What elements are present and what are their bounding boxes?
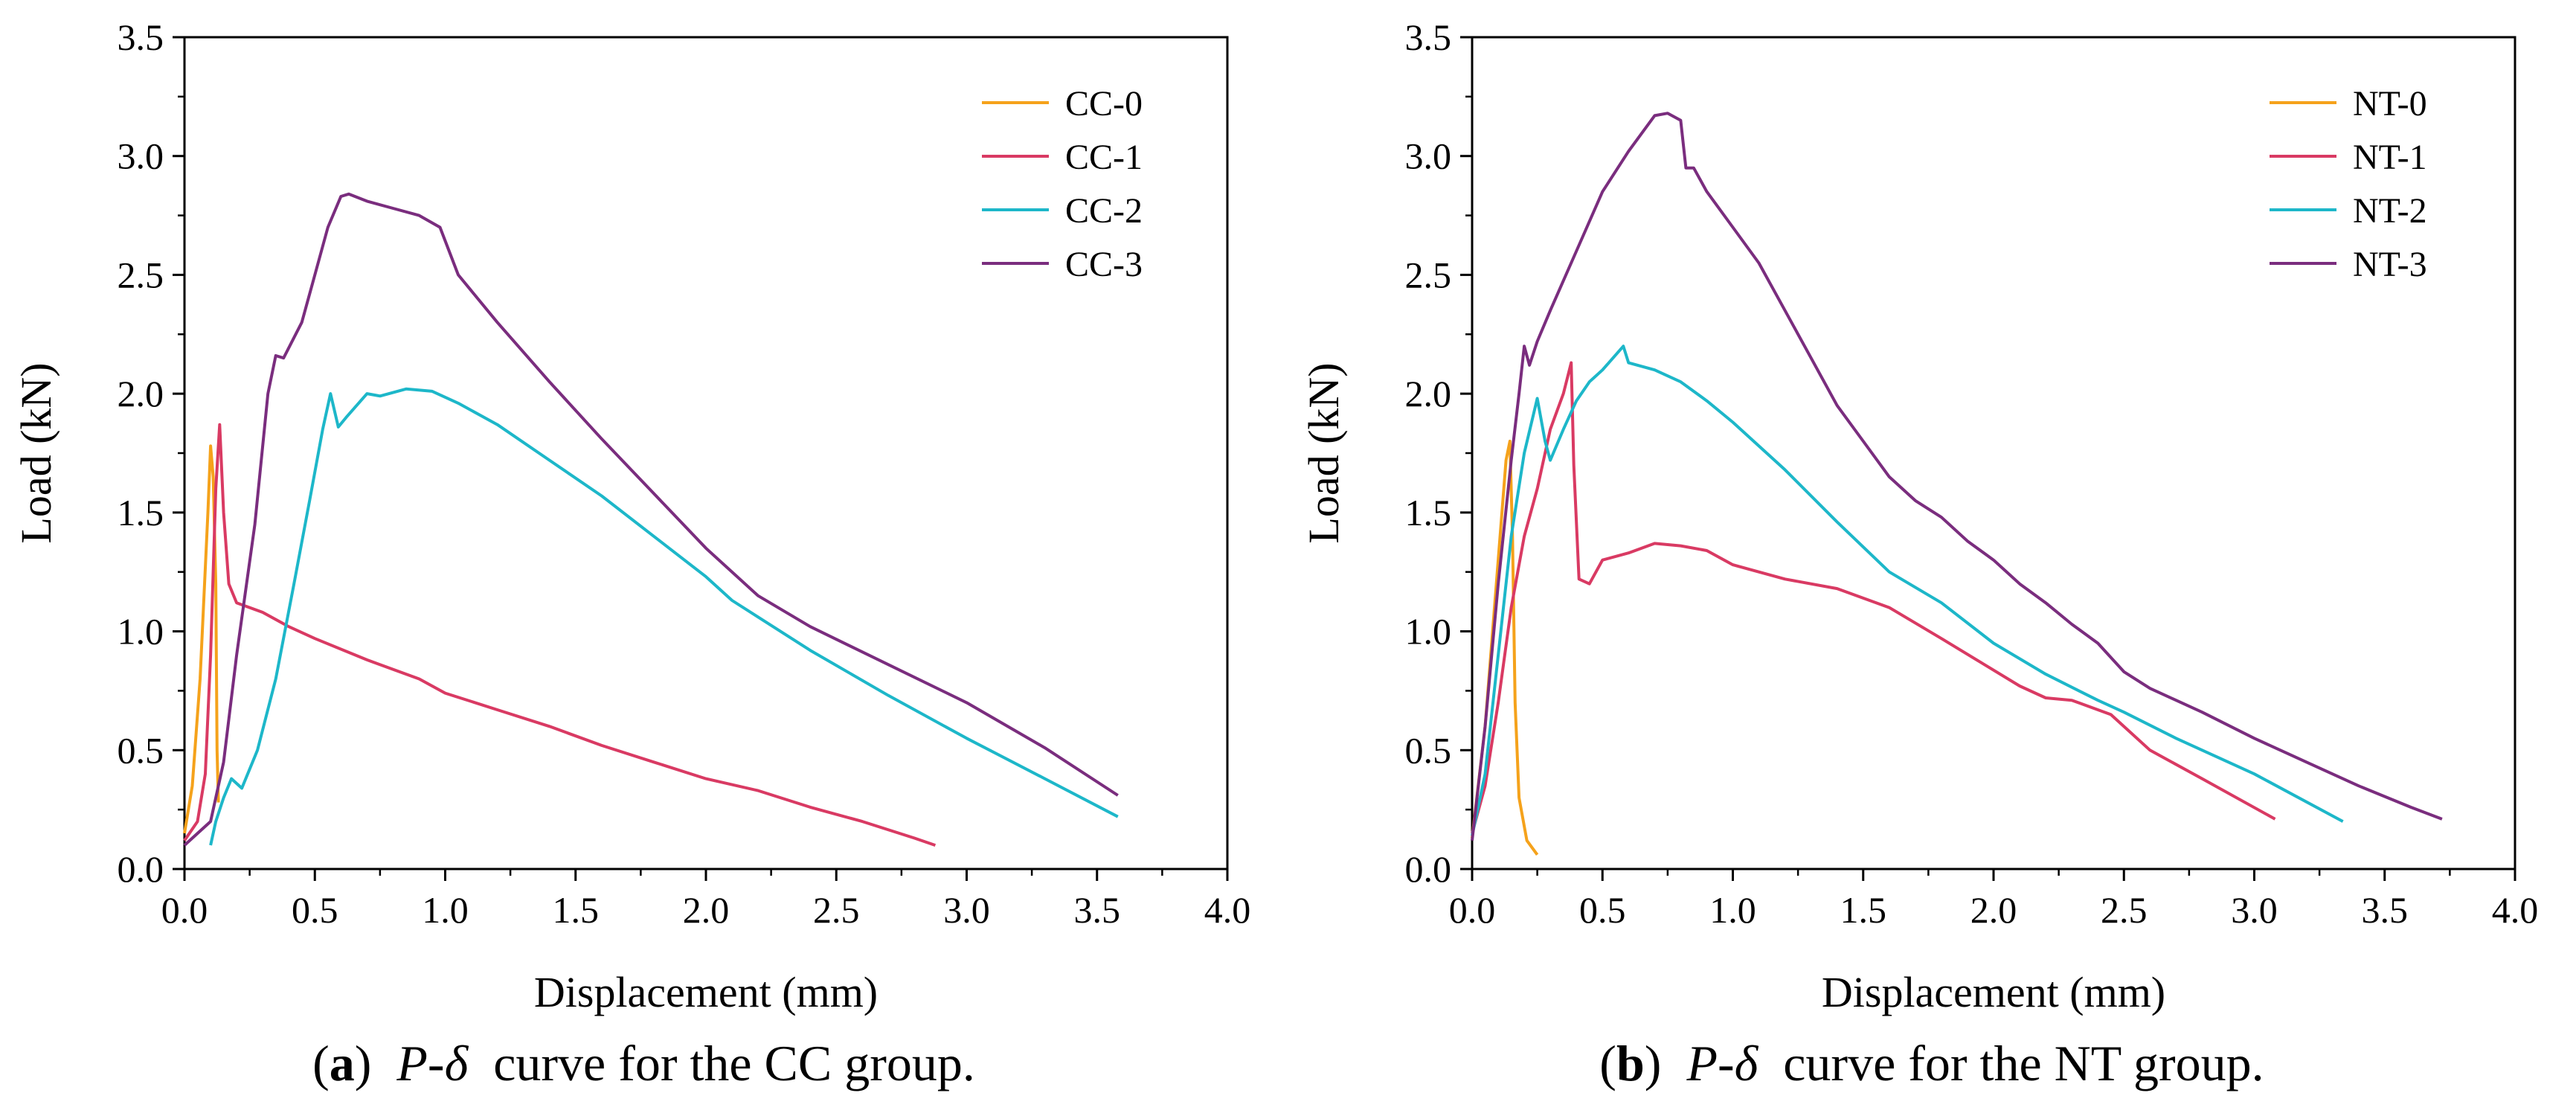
series-line-cc-0: [183, 444, 220, 834]
caption-a: (a) P-δ curve for the CC group.: [312, 1035, 975, 1091]
series-line-cc-3: [183, 192, 1119, 847]
x-tick-label: 2.0: [1970, 889, 2017, 931]
y-tick-label: 3.0: [118, 135, 164, 177]
x-tick-label: 4.0: [1204, 889, 1251, 931]
x-tick-label: 2.5: [2101, 889, 2148, 931]
x-tick-label: 3.5: [1074, 889, 1121, 931]
y-tick-label: 3.0: [1405, 135, 1452, 177]
y-axis-title: Load (kN): [1300, 362, 1348, 543]
x-axis-title: Displacement (mm): [1822, 968, 2165, 1016]
y-tick-label: 2.5: [1405, 254, 1452, 295]
y-axis-title: Load (kN): [12, 362, 60, 543]
caption-letter: b: [1616, 1035, 1645, 1091]
legend-label: CC-1: [1065, 138, 1143, 177]
x-tick-label: 1.5: [553, 889, 600, 931]
y-tick-label: 1.5: [118, 492, 164, 533]
y-tick-label: 2.0: [1405, 373, 1452, 414]
legend-label: NT-2: [2353, 191, 2427, 231]
y-tick-label: 1.0: [118, 611, 164, 653]
y-tick-label: 0.0: [1405, 848, 1452, 890]
x-tick-label: 1.5: [1840, 889, 1887, 931]
legend-label: NT-3: [2353, 245, 2427, 284]
x-tick-label: 3.5: [2362, 889, 2409, 931]
x-tick-label: 0.5: [292, 889, 338, 931]
caption-letter: a: [329, 1035, 355, 1091]
y-tick-label: 1.5: [1405, 492, 1452, 533]
legend-label: CC-2: [1065, 191, 1143, 231]
x-tick-label: 1.0: [1709, 889, 1756, 931]
x-tick-label: 3.0: [943, 889, 990, 931]
legend-label: CC-3: [1065, 245, 1143, 284]
chart-cc-group: 0.0 0.5 1.0 1.5 2.0 2.5 3.0 3.5 4.0 0.0 0.5 1.0 1.5 2…: [12, 16, 1251, 1016]
y-tick-label: 1.0: [1405, 611, 1452, 653]
x-tick-label: 0.5: [1579, 889, 1626, 931]
y-tick-label: 0.5: [118, 729, 164, 771]
y-tick-label: 0.0: [118, 848, 164, 890]
x-tick-label: 2.5: [813, 889, 860, 931]
series-line-nt-3: [1471, 112, 2443, 841]
panel-a: 0.0 0.5 1.0 1.5 2.0 2.5 3.0 3.5 4.0 0.0 0.5 1.0 1.5 2…: [12, 16, 1251, 1091]
y-tick-label: 3.5: [118, 16, 164, 58]
y-tick-label: 0.5: [1405, 729, 1452, 771]
chart-nt-group: 0.0 0.5 1.0 1.5 2.0 2.5 3.0 3.5 4.0 0.0 0.5 1.0 1.5 2…: [1300, 16, 2539, 1016]
x-tick-label: 3.0: [2231, 889, 2278, 931]
y-tick-label: 3.5: [1405, 16, 1452, 58]
x-tick-label: 0.0: [1449, 889, 1496, 931]
caption-text: curve for the NT group.: [1783, 1035, 2264, 1091]
series-line-cc-1: [183, 423, 937, 847]
caption-b: (b) P-δ curve for the NT group.: [1599, 1035, 2264, 1091]
legend-label: NT-0: [2353, 84, 2427, 124]
legend-label: NT-1: [2353, 138, 2427, 177]
x-tick-label: 0.0: [161, 889, 208, 931]
panel-b: 0.0 0.5 1.0 1.5 2.0 2.5 3.0 3.5 4.0 0.0 0.5 1.0 1.5 2…: [1288, 0, 2576, 1119]
legend-label: CC-0: [1065, 84, 1143, 124]
y-tick-label: 2.0: [118, 373, 164, 414]
series-line-cc-2: [209, 387, 1119, 846]
x-tick-label: 2.0: [683, 889, 730, 931]
x-tick-label: 1.0: [422, 889, 469, 931]
x-tick-label: 4.0: [2492, 889, 2539, 931]
series-line-nt-2: [1471, 344, 2344, 836]
x-axis-title: Displacement (mm): [534, 968, 878, 1016]
series-line-nt-1: [1471, 361, 2276, 834]
caption-text: curve for the CC group.: [493, 1035, 975, 1091]
y-tick-label: 2.5: [118, 254, 164, 295]
